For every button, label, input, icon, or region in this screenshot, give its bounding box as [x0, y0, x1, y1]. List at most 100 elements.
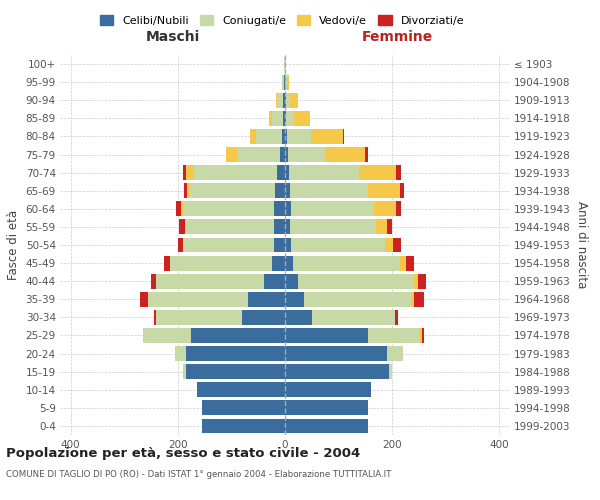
Bar: [312, 310, 395, 325]
Bar: [285, 256, 293, 270]
Bar: [187, 184, 190, 198]
Bar: [287, 74, 289, 90]
Bar: [275, 184, 285, 198]
Bar: [311, 129, 343, 144]
Bar: [242, 310, 285, 325]
Bar: [250, 129, 256, 144]
Bar: [186, 346, 285, 361]
Bar: [289, 165, 359, 180]
Text: Femmine: Femmine: [362, 30, 433, 44]
Bar: [183, 165, 186, 180]
Legend: Celibi/Nubili, Coniugati/e, Vedovi/e, Divorziati/e: Celibi/Nubili, Coniugati/e, Vedovi/e, Di…: [95, 10, 469, 30]
Bar: [374, 202, 396, 216]
Bar: [285, 129, 287, 144]
Bar: [285, 74, 287, 90]
Bar: [385, 238, 393, 252]
Bar: [170, 256, 272, 270]
Bar: [277, 93, 283, 108]
Bar: [283, 129, 285, 144]
Bar: [285, 184, 290, 198]
Bar: [183, 364, 186, 379]
Bar: [304, 292, 411, 306]
Bar: [184, 184, 187, 198]
Bar: [256, 129, 283, 144]
Bar: [183, 202, 274, 216]
Bar: [413, 292, 424, 306]
Bar: [285, 238, 292, 252]
Bar: [186, 364, 285, 379]
Bar: [292, 202, 374, 216]
Bar: [178, 238, 182, 252]
Bar: [202, 400, 285, 415]
Text: Maschi: Maschi: [145, 30, 200, 44]
Y-axis label: Fasce di età: Fasce di età: [7, 210, 20, 280]
Bar: [285, 165, 289, 180]
Bar: [185, 220, 186, 234]
Bar: [237, 147, 280, 162]
Bar: [283, 93, 285, 108]
Bar: [285, 400, 368, 415]
Bar: [395, 310, 398, 325]
Bar: [186, 220, 274, 234]
Bar: [190, 184, 275, 198]
Bar: [181, 202, 183, 216]
Bar: [400, 256, 406, 270]
Bar: [263, 274, 285, 288]
Bar: [194, 165, 277, 180]
Bar: [285, 147, 287, 162]
Bar: [285, 220, 290, 234]
Bar: [325, 147, 365, 162]
Bar: [411, 292, 413, 306]
Bar: [276, 93, 277, 108]
Bar: [183, 238, 274, 252]
Bar: [285, 202, 292, 216]
Bar: [387, 346, 403, 361]
Bar: [290, 220, 376, 234]
Bar: [285, 364, 389, 379]
Bar: [197, 382, 285, 397]
Bar: [293, 256, 400, 270]
Bar: [294, 111, 310, 126]
Bar: [248, 292, 285, 306]
Bar: [143, 328, 191, 343]
Bar: [387, 220, 392, 234]
Bar: [274, 202, 285, 216]
Bar: [290, 184, 368, 198]
Bar: [285, 93, 286, 108]
Bar: [285, 418, 368, 434]
Bar: [287, 129, 311, 144]
Bar: [269, 111, 272, 126]
Bar: [274, 220, 285, 234]
Bar: [154, 310, 157, 325]
Bar: [368, 184, 400, 198]
Bar: [359, 165, 397, 180]
Bar: [274, 238, 285, 252]
Bar: [285, 292, 304, 306]
Bar: [151, 274, 157, 288]
Bar: [365, 147, 368, 162]
Bar: [368, 328, 419, 343]
Bar: [140, 292, 148, 306]
Bar: [191, 328, 285, 343]
Bar: [287, 147, 325, 162]
Bar: [148, 292, 248, 306]
Bar: [285, 382, 371, 397]
Bar: [186, 165, 194, 180]
Bar: [406, 256, 413, 270]
Bar: [298, 274, 413, 288]
Bar: [272, 111, 283, 126]
Bar: [164, 256, 170, 270]
Bar: [175, 346, 186, 361]
Bar: [400, 184, 404, 198]
Bar: [176, 202, 181, 216]
Bar: [396, 202, 401, 216]
Bar: [285, 274, 298, 288]
Bar: [280, 147, 285, 162]
Bar: [343, 129, 344, 144]
Bar: [285, 310, 312, 325]
Y-axis label: Anni di nascita: Anni di nascita: [575, 202, 587, 288]
Bar: [397, 165, 401, 180]
Bar: [290, 93, 298, 108]
Bar: [286, 93, 290, 108]
Bar: [422, 328, 424, 343]
